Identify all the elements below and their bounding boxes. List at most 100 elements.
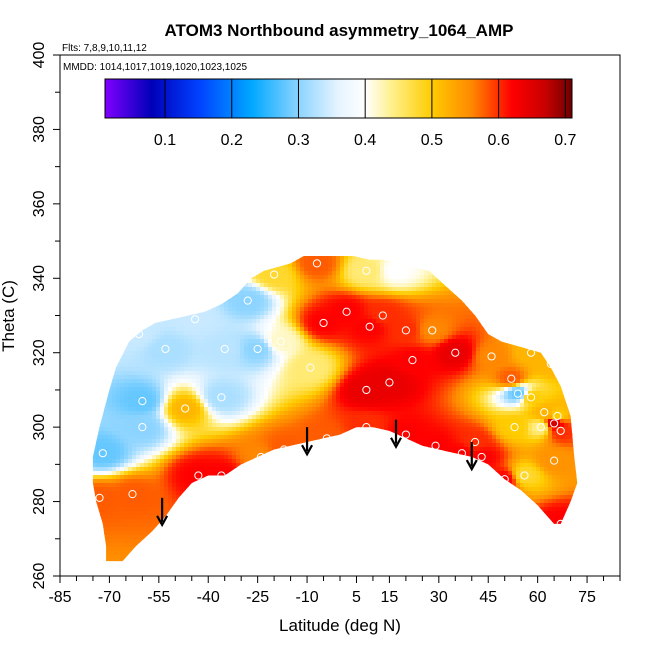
heatmap-cell [332,355,337,360]
heatmap-cell [240,256,245,260]
heatmap-cell [120,411,125,416]
heatmap-cell [320,283,325,288]
heatmap-cell [528,307,533,312]
heatmap-cell [228,403,233,408]
heatmap-cell [516,295,521,300]
heatmap-cell [344,339,349,344]
heatmap-cell [396,375,401,380]
heatmap-cell [500,323,505,328]
heatmap-cell [568,323,573,328]
heatmap-cell [368,291,373,296]
heatmap-cell [428,347,433,352]
heatmap-cell [524,371,529,376]
heatmap-cell [236,347,241,352]
heatmap-cell [404,291,409,296]
heatmap-cell [348,387,353,392]
heatmap-cell [384,335,389,340]
heatmap-cell [396,319,401,324]
heatmap-cell [428,327,433,332]
heatmap-cell [416,355,421,360]
heatmap-cell [160,375,165,380]
heatmap-cell [280,371,285,376]
heatmap-cell [552,407,557,412]
heatmap-cell [260,275,265,280]
heatmap-cell [144,391,149,396]
heatmap-cell [512,251,517,256]
heatmap-cell [524,359,529,364]
heatmap-cell [128,375,133,380]
heatmap-cell [508,363,513,368]
heatmap-cell [472,399,477,404]
heatmap-cell [404,359,409,364]
heatmap-cell [412,359,417,364]
heatmap-cell [204,331,209,336]
heatmap-cell [128,256,133,260]
heatmap-cell [208,323,213,328]
heatmap-cell [156,263,161,268]
heatmap-cell [456,267,461,272]
heatmap-cell [208,339,213,344]
heatmap-cell [320,279,325,284]
heatmap-cell [468,251,473,256]
heatmap-cell [500,327,505,332]
heatmap-cell [540,307,545,312]
heatmap-cell [124,395,129,400]
heatmap-cell [528,351,533,356]
heatmap-cell [464,299,469,304]
heatmap-cell [460,343,465,348]
heatmap-cell [212,371,217,376]
heatmap-cell [200,271,205,276]
heatmap-cell [560,287,565,292]
heatmap-cell [228,299,233,304]
heatmap-cell [160,295,165,300]
heatmap-cell [376,251,381,256]
heatmap-cell [168,379,173,384]
heatmap-cell [396,303,401,308]
heatmap-cell [156,323,161,328]
heatmap-cell [476,371,481,376]
heatmap-cell [384,355,389,360]
heatmap-cell [428,391,433,396]
heatmap-cell [96,315,101,320]
heatmap-cell [472,295,477,300]
heatmap-cell [480,323,485,328]
heatmap-cell [260,391,265,396]
heatmap-cell [540,295,545,300]
heatmap-cell [224,351,229,356]
heatmap-cell [380,283,385,288]
heatmap-cell [196,391,201,396]
heatmap-cell [508,367,513,372]
heatmap-cell [108,311,113,316]
heatmap-cell [548,315,553,320]
heatmap-cell [288,303,293,308]
heatmap-cell [424,331,429,336]
heatmap-cell [424,403,429,408]
heatmap-cell [420,383,425,388]
heatmap-cell [276,379,281,384]
heatmap-cell [536,367,541,372]
heatmap-cell [304,343,309,348]
heatmap-cell [356,399,361,404]
heatmap-cell [116,351,121,356]
heatmap-cell [436,331,441,336]
heatmap-cell [416,251,421,256]
heatmap-cell [388,259,393,264]
heatmap-cell [384,299,389,304]
heatmap-cell [412,287,417,292]
heatmap-cell [164,395,169,400]
heatmap-cell [460,399,465,404]
heatmap-cell [216,383,221,388]
heatmap-cell [488,363,493,368]
heatmap-cell [404,299,409,304]
heatmap-cell [272,387,277,392]
heatmap-cell [88,363,93,368]
heatmap-cell [376,367,381,372]
heatmap-cell [292,379,297,384]
heatmap-cell [420,399,425,404]
heatmap-cell [516,355,521,360]
heatmap-cell [220,383,225,388]
heatmap-cell [136,267,141,272]
heatmap-cell [316,299,321,304]
heatmap-cell [524,383,529,388]
heatmap-cell [188,251,193,256]
